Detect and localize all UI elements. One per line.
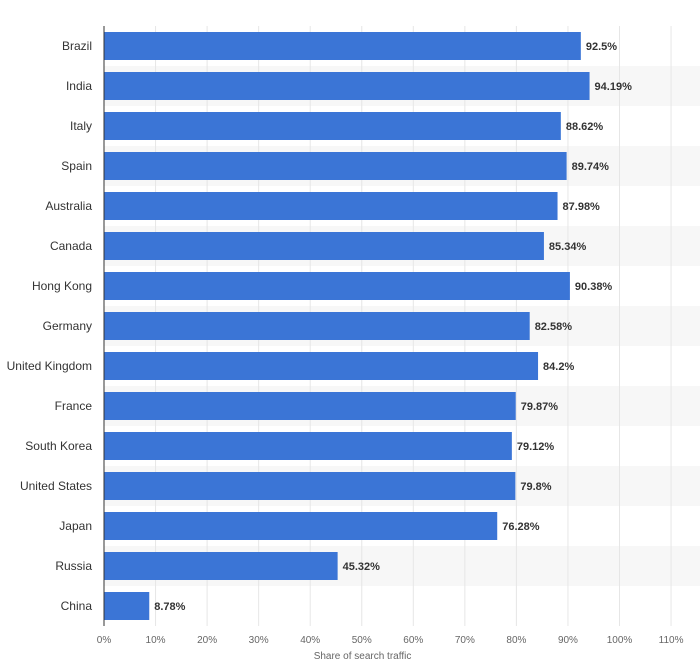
category-label: China bbox=[61, 599, 93, 613]
bar-south-korea[interactable] bbox=[104, 432, 512, 460]
x-tick-label: 30% bbox=[249, 635, 269, 646]
value-label: 84.2% bbox=[543, 361, 574, 373]
bar-canada[interactable] bbox=[104, 232, 544, 260]
category-label: Japan bbox=[59, 519, 92, 533]
x-tick-label: 70% bbox=[455, 635, 475, 646]
value-label: 94.19% bbox=[595, 81, 633, 93]
bar-spain[interactable] bbox=[104, 152, 567, 180]
bar-india[interactable] bbox=[104, 72, 590, 100]
bar-france[interactable] bbox=[104, 392, 516, 420]
value-label: 85.34% bbox=[549, 241, 587, 253]
value-label: 79.8% bbox=[520, 481, 551, 493]
category-label: South Korea bbox=[25, 439, 92, 453]
category-label: France bbox=[55, 399, 93, 413]
bar-united-states[interactable] bbox=[104, 472, 516, 500]
bar-japan[interactable] bbox=[104, 512, 498, 540]
x-tick-label: 50% bbox=[352, 635, 372, 646]
category-label: Australia bbox=[45, 199, 92, 213]
value-label: 90.38% bbox=[575, 281, 613, 293]
bar-italy[interactable] bbox=[104, 112, 561, 140]
x-tick-label: 0% bbox=[97, 635, 112, 646]
x-tick-label: 90% bbox=[558, 635, 578, 646]
bar-russia[interactable] bbox=[104, 552, 338, 580]
bar-brazil[interactable] bbox=[104, 32, 581, 60]
bar-germany[interactable] bbox=[104, 312, 530, 340]
value-label: 87.98% bbox=[563, 201, 601, 213]
category-label: Brazil bbox=[62, 39, 92, 53]
value-label: 88.62% bbox=[566, 121, 604, 133]
bars bbox=[104, 32, 590, 620]
category-label: India bbox=[66, 79, 92, 93]
x-tick-label: 10% bbox=[146, 635, 166, 646]
category-label: Hong Kong bbox=[32, 279, 92, 293]
category-label: United Kingdom bbox=[7, 359, 92, 373]
value-label: 92.5% bbox=[586, 41, 617, 53]
category-label: Russia bbox=[55, 559, 92, 573]
category-label: United States bbox=[20, 479, 92, 493]
x-axis-title: Share of search traffic bbox=[314, 651, 412, 662]
value-label: 82.58% bbox=[535, 321, 573, 333]
labels: 0% 10% 20% 30% 40% 50% 60% 70% 80% 90% 100% 110% Bra… bbox=[7, 39, 684, 646]
value-label: 79.12% bbox=[517, 441, 555, 453]
x-tick-label: 80% bbox=[506, 635, 526, 646]
bar-australia[interactable] bbox=[104, 192, 558, 220]
category-label: Spain bbox=[61, 159, 92, 173]
bar-china[interactable] bbox=[104, 592, 150, 620]
x-tick-label: 100% bbox=[607, 635, 633, 646]
x-tick-label: 60% bbox=[403, 635, 423, 646]
bar-united-kingdom[interactable] bbox=[104, 352, 539, 380]
x-tick-label: 20% bbox=[197, 635, 217, 646]
category-label: Germany bbox=[43, 319, 92, 333]
category-label: Canada bbox=[50, 239, 92, 253]
value-label: 8.78% bbox=[154, 601, 185, 613]
bar-hong-kong[interactable] bbox=[104, 272, 570, 300]
value-label: 45.32% bbox=[343, 561, 381, 573]
x-tick-label: 40% bbox=[300, 635, 320, 646]
value-label: 76.28% bbox=[502, 521, 540, 533]
category-label: Italy bbox=[70, 119, 92, 133]
value-label: 79.87% bbox=[521, 401, 559, 413]
value-label: 89.74% bbox=[572, 161, 610, 173]
x-tick-label: 110% bbox=[659, 635, 684, 646]
